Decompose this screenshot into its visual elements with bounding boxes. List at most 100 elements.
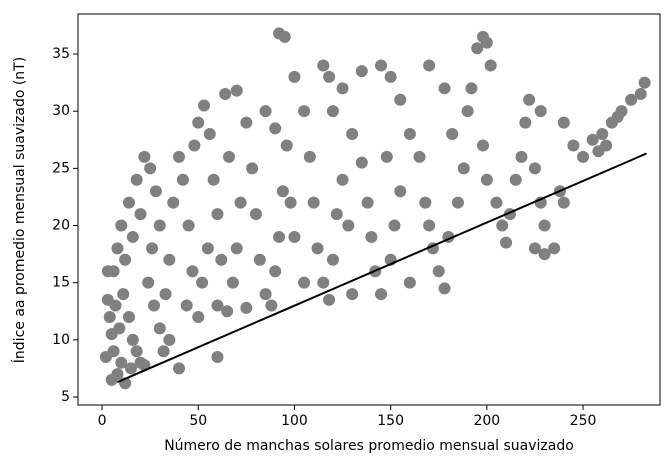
point [480, 36, 493, 49]
point [457, 162, 470, 175]
point [298, 276, 311, 289]
x-tick-label: 150 [377, 413, 404, 429]
point [523, 93, 536, 106]
point [240, 301, 253, 314]
point [276, 185, 289, 198]
point [490, 196, 503, 209]
point [461, 105, 474, 118]
point [201, 242, 214, 255]
point [173, 362, 186, 375]
point [567, 139, 580, 152]
point [534, 105, 547, 118]
point [246, 162, 259, 175]
point [159, 288, 172, 301]
point [394, 185, 407, 198]
point [538, 219, 551, 232]
point [471, 42, 484, 55]
point [423, 219, 436, 232]
point [336, 82, 349, 95]
point [182, 219, 195, 232]
point [188, 139, 201, 152]
point [323, 70, 336, 83]
point [303, 150, 316, 163]
point [384, 70, 397, 83]
point [111, 242, 124, 255]
point [211, 350, 224, 363]
point [538, 248, 551, 261]
point [278, 30, 291, 43]
point [280, 139, 293, 152]
point [215, 253, 228, 266]
point [298, 105, 311, 118]
point [211, 299, 224, 312]
point [130, 345, 143, 358]
point [326, 253, 339, 266]
point [592, 145, 605, 158]
point [259, 105, 272, 118]
point [326, 105, 339, 118]
point [586, 133, 599, 146]
plot-frame [77, 13, 661, 406]
point [117, 288, 130, 301]
point [115, 356, 128, 369]
point [519, 116, 532, 129]
point [146, 242, 159, 255]
point [500, 236, 513, 249]
point [380, 150, 393, 163]
point [625, 93, 638, 106]
point [269, 265, 282, 278]
point [548, 242, 561, 255]
y-tick-label: 30 [52, 103, 70, 119]
point [438, 82, 451, 95]
point [101, 293, 114, 306]
point [484, 59, 497, 72]
point [157, 345, 170, 358]
point [413, 150, 426, 163]
point [253, 253, 266, 266]
point [496, 219, 509, 232]
point [230, 242, 243, 255]
point [122, 196, 135, 209]
point [288, 230, 301, 243]
y-tick-label: 5 [61, 389, 70, 405]
point [465, 82, 478, 95]
point [221, 305, 234, 318]
x-axis-label: Número de manchas solares promedio mensu… [164, 438, 574, 454]
point [240, 116, 253, 129]
point [149, 185, 162, 198]
point [153, 322, 166, 335]
point [234, 196, 247, 209]
point [273, 230, 286, 243]
point [130, 173, 143, 186]
point [147, 299, 160, 312]
point [557, 196, 570, 209]
point [249, 208, 262, 221]
point [223, 150, 236, 163]
point [219, 88, 232, 101]
point [509, 173, 522, 186]
point [192, 310, 205, 323]
point [557, 116, 570, 129]
y-tick-label: 10 [52, 332, 70, 348]
point [638, 76, 651, 89]
point [103, 310, 116, 323]
point [311, 242, 324, 255]
point [144, 162, 157, 175]
point [361, 196, 374, 209]
point [138, 358, 151, 371]
point [317, 276, 330, 289]
point [99, 350, 112, 363]
point [207, 173, 220, 186]
x-tick-label: 100 [281, 413, 308, 429]
point [124, 362, 137, 375]
point [173, 150, 186, 163]
x-tick-label: 200 [473, 413, 500, 429]
point [528, 162, 541, 175]
point [342, 219, 355, 232]
point [115, 219, 128, 232]
y-axis-label: Índice aa promedio mensual suavizado (nT… [11, 57, 28, 363]
point [323, 293, 336, 306]
point [142, 276, 155, 289]
point [138, 150, 151, 163]
